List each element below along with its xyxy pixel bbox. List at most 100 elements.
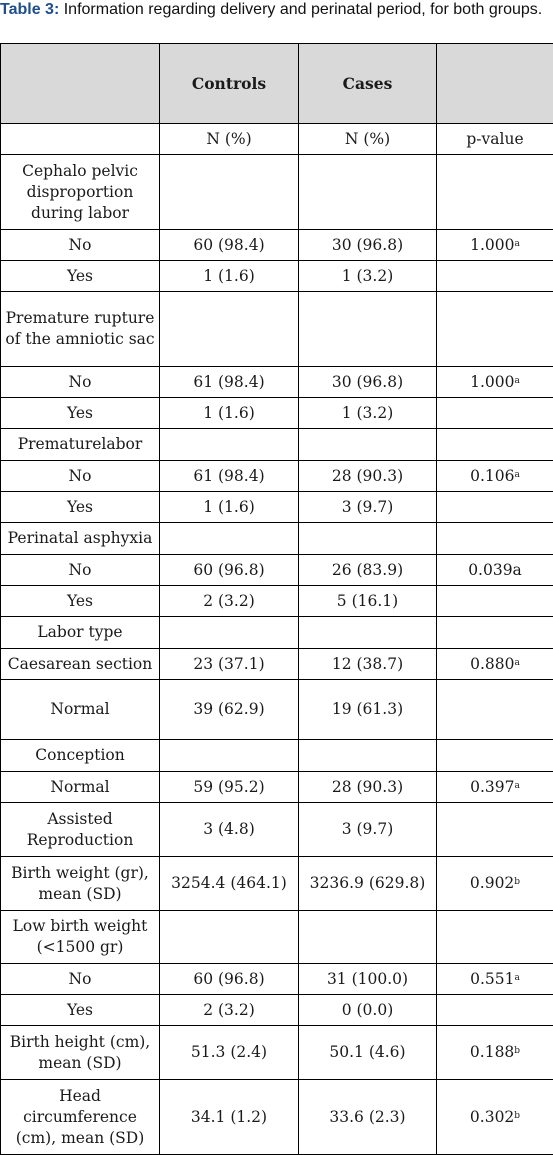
- controls-value: 39 (62.9): [160, 680, 299, 740]
- row-label-text: Cephalo pelvic disproportion during labo…: [22, 162, 138, 222]
- row-label: Assisted Reproduction: [1, 803, 160, 857]
- cases-value: [299, 523, 437, 555]
- controls-value: [160, 155, 299, 230]
- table-row: Cephalo pelvic disproportion during labo…: [1, 155, 553, 230]
- p-value: [437, 911, 553, 964]
- controls-value: [160, 617, 299, 649]
- controls-value-text: 61 (98.4): [193, 373, 264, 391]
- row-label-text: Conception: [35, 746, 124, 764]
- caption-lead: Table 3:: [0, 1, 59, 18]
- row-label-text: Yes: [67, 1001, 93, 1019]
- controls-value-text: 3 (4.8): [203, 820, 255, 838]
- p-value: [437, 398, 553, 429]
- p-value-superscript: a: [515, 239, 520, 249]
- row-label: Cephalo pelvic disproportion during labo…: [1, 155, 160, 230]
- controls-value-text: 1 (1.6): [203, 267, 255, 285]
- row-label: No: [1, 461, 160, 492]
- header-row: Controls Cases: [1, 44, 553, 124]
- row-label: No: [1, 230, 160, 261]
- table-row: Low birth weight (<1500 gr): [1, 911, 553, 964]
- row-label: Prematurelabor: [1, 429, 160, 461]
- cases-value: 0 (0.0): [299, 995, 437, 1026]
- controls-value: 59 (95.2): [160, 772, 299, 803]
- table-caption: Table 3: Information regarding delivery …: [0, 0, 553, 19]
- cases-value-text: 12 (38.7): [332, 655, 403, 673]
- controls-value-text: N (%): [206, 130, 251, 148]
- table-row: N (%)N (%)p-value: [1, 124, 553, 155]
- controls-value-text: 60 (98.4): [193, 236, 264, 254]
- controls-value: 61 (98.4): [160, 461, 299, 492]
- cases-value: 12 (38.7): [299, 649, 437, 680]
- cases-value: [299, 292, 437, 367]
- p-value: [437, 292, 553, 367]
- controls-value: [160, 911, 299, 964]
- controls-value-text: 34.1 (1.2): [191, 1108, 267, 1126]
- cases-value-text: 3 (9.7): [342, 820, 394, 838]
- cases-value: 50.1 (4.6): [299, 1026, 437, 1080]
- p-value: [437, 680, 553, 740]
- p-value-text: 0.880: [470, 655, 514, 673]
- controls-value-text: 23 (37.1): [193, 655, 264, 673]
- cases-value: 19 (61.3): [299, 680, 437, 740]
- p-value-text: 1.000: [470, 236, 514, 254]
- row-label-text: No: [69, 970, 92, 988]
- table-row: Birth height (cm), mean (SD)51.3 (2.4)50…: [1, 1026, 553, 1080]
- p-value: 0.106a: [437, 461, 553, 492]
- cases-value-text: 28 (90.3): [332, 778, 403, 796]
- p-value: [437, 617, 553, 649]
- row-label-text: Normal: [50, 778, 109, 796]
- controls-value: 3254.4 (464.1): [160, 857, 299, 911]
- table-row: Perinatal asphyxia: [1, 523, 553, 555]
- row-label-text: Yes: [67, 404, 93, 422]
- controls-value: [160, 429, 299, 461]
- cases-value-text: 3 (9.7): [342, 498, 394, 516]
- table-row: Normal 39 (62.9)19 (61.3): [1, 680, 553, 740]
- controls-value: 60 (98.4): [160, 230, 299, 261]
- cases-value-text: 0 (0.0): [342, 1001, 394, 1019]
- cases-value-text: 33.6 (2.3): [329, 1108, 405, 1126]
- row-label-text: Birth weight (gr), mean (SD): [11, 864, 149, 903]
- row-label-text: Yes: [67, 592, 93, 610]
- row-label-text: Prematurelabor: [18, 435, 143, 453]
- cases-value-text: 3236.9 (629.8): [310, 874, 426, 892]
- cases-value-text: 1 (3.2): [342, 404, 394, 422]
- controls-value: 23 (37.1): [160, 649, 299, 680]
- row-label: Caesarean section: [1, 649, 160, 680]
- table-row: Prematurelabor: [1, 429, 553, 461]
- controls-value: 34.1 (1.2): [160, 1080, 299, 1155]
- row-label: No: [1, 964, 160, 995]
- cases-value: [299, 429, 437, 461]
- row-label: Birth weight (gr), mean (SD): [1, 857, 160, 911]
- p-value-text: 0.106: [470, 467, 514, 485]
- cases-value: 28 (90.3): [299, 461, 437, 492]
- controls-value: N (%): [160, 124, 299, 155]
- row-label-text: Low birth weight (<1500 gr): [13, 917, 148, 956]
- cases-value-text: 26 (83.9): [332, 561, 403, 579]
- row-label: Head circumference (cm), mean (SD): [1, 1080, 160, 1155]
- p-value-text: 0.302: [470, 1108, 514, 1126]
- controls-value-text: 3254.4 (464.1): [171, 874, 287, 892]
- header-controls: Controls: [160, 44, 299, 124]
- controls-value-text: 61 (98.4): [193, 467, 264, 485]
- p-value-superscript: b: [514, 1111, 520, 1121]
- cases-value: 1 (3.2): [299, 261, 437, 292]
- cases-value-text: N (%): [345, 130, 390, 148]
- p-value-superscript: a: [515, 781, 520, 791]
- row-label-text: Premature rupture of the amniotic sac: [5, 309, 154, 348]
- row-label: Premature rupture of the amniotic sac: [1, 292, 160, 367]
- cases-value-text: 28 (90.3): [332, 467, 403, 485]
- row-label: Yes: [1, 398, 160, 429]
- row-label-text: Normal: [50, 700, 109, 718]
- cases-value: [299, 911, 437, 964]
- p-value-text: 0.188: [470, 1043, 514, 1061]
- controls-value-text: 1 (1.6): [203, 498, 255, 516]
- row-label-text: Birth height (cm), mean (SD): [10, 1033, 150, 1072]
- row-label: No: [1, 555, 160, 586]
- controls-value: [160, 523, 299, 555]
- p-value: [437, 803, 553, 857]
- row-label-text: No: [69, 373, 92, 391]
